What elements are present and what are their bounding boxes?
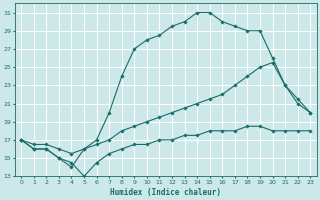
X-axis label: Humidex (Indice chaleur): Humidex (Indice chaleur): [110, 188, 221, 197]
